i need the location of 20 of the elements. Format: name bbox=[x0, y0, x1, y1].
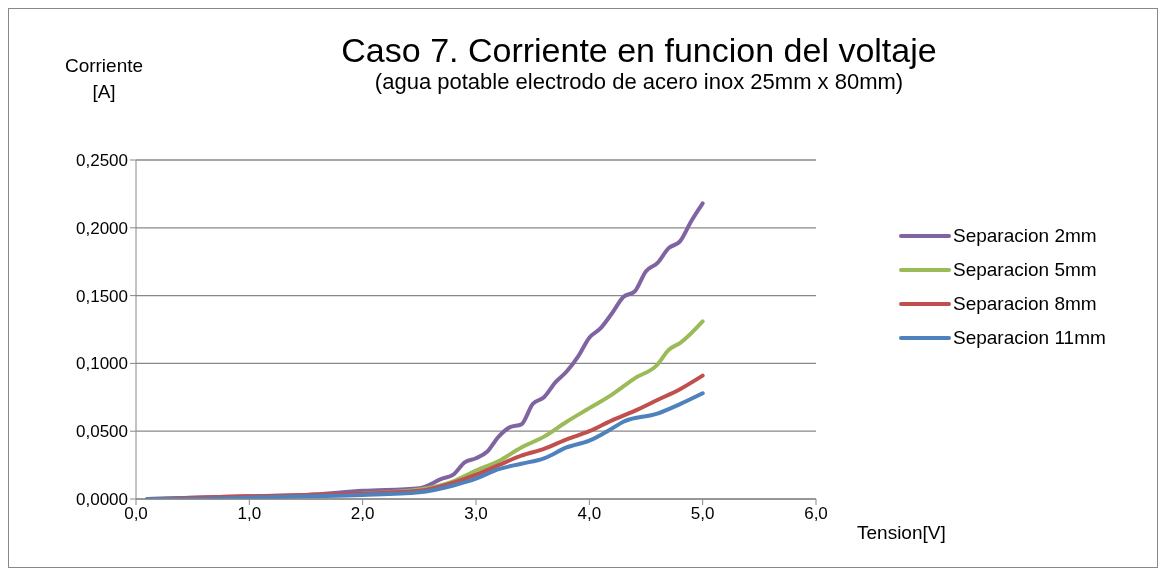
chart-subtitle: (agua potable electrodo de acero inox 25mm x 80mm) bbox=[373, 69, 905, 95]
legend-label: Separacion 5mm bbox=[953, 259, 1097, 281]
x-tick-label: 5,0 bbox=[690, 504, 715, 524]
y-tick-label: 0,2000 bbox=[76, 218, 128, 238]
y-tick-label: 0,1000 bbox=[76, 354, 128, 374]
chart-title: Caso 7. Corriente en funcion del voltaje bbox=[340, 31, 938, 69]
legend-label: Separacion 11mm bbox=[953, 327, 1106, 349]
x-tick-label: 4,0 bbox=[577, 504, 602, 524]
x-tick-label: 3,0 bbox=[464, 504, 488, 524]
x-tick-label: 1,0 bbox=[237, 504, 262, 524]
y-tick-label: 0,2500 bbox=[76, 151, 128, 171]
x-tick-label: 2,0 bbox=[350, 504, 375, 524]
legend-label: Separacion 8mm bbox=[953, 293, 1097, 315]
y-tick-label: 0,1500 bbox=[76, 286, 128, 306]
legend-label: Separacion 2mm bbox=[953, 225, 1097, 247]
x-tick-label: 6,0 bbox=[804, 504, 828, 524]
y-axis-title: Corriente [A] bbox=[63, 54, 145, 104]
x-axis-title: Tension[V] bbox=[857, 522, 946, 544]
y-tick-label: 0,0500 bbox=[76, 422, 128, 442]
x-tick-label: 0,0 bbox=[124, 504, 148, 524]
